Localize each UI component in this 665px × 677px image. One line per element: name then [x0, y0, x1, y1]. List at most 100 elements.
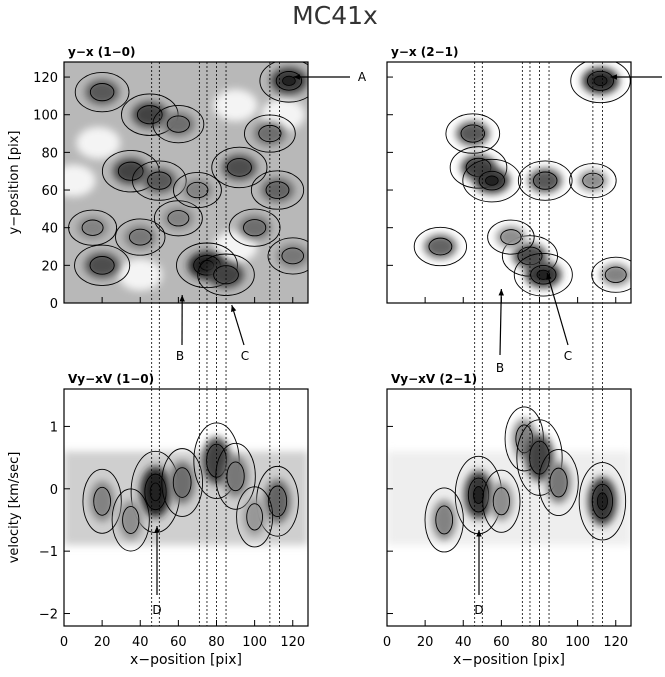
marker-b-label: B	[496, 361, 504, 375]
contour-outer	[131, 160, 187, 201]
x-tick-label: 60	[170, 635, 187, 650]
contour-inner	[435, 505, 454, 535]
y-tick-label: 1	[50, 420, 58, 435]
contour-inner	[267, 485, 288, 517]
x-tick-label: 60	[493, 635, 510, 650]
contour-inner	[89, 83, 115, 102]
contour-outer	[211, 146, 268, 189]
contour-inner	[186, 181, 209, 199]
y-tick-label: 80	[41, 146, 58, 161]
contour-inner	[122, 505, 140, 535]
x-tick-label: 80	[208, 635, 225, 650]
panel-frame	[63, 61, 309, 304]
contour-inner	[258, 124, 282, 143]
contour-peak	[149, 482, 162, 502]
contour-inner	[89, 256, 115, 275]
contour-inner	[93, 486, 111, 516]
contour-inner	[460, 124, 485, 143]
y-axis-label: velocity [km/sec]	[7, 452, 22, 564]
contour-inner	[604, 266, 627, 283]
heat-field	[413, 62, 631, 297]
marker-b-arrowhead	[179, 295, 185, 302]
contour-peak	[593, 75, 608, 87]
marker-c-arrowhead	[546, 273, 552, 280]
contour-inner	[500, 229, 522, 246]
y-tick-label: −2	[39, 608, 58, 623]
marker-c-arrow	[231, 304, 245, 346]
panel-label: y−x (1−0)	[68, 45, 136, 59]
contour-inner	[530, 264, 557, 285]
contour-outer	[482, 469, 521, 533]
y-tick-label: 0	[50, 483, 58, 498]
contour-inner	[587, 70, 614, 91]
contour-outer	[445, 113, 501, 154]
contour-outer	[115, 218, 166, 256]
low-emission-patch	[213, 89, 258, 122]
panel-label: Vy−xV (2−1)	[391, 372, 477, 386]
contour-inner	[246, 503, 263, 531]
contour-outer	[538, 449, 579, 516]
marker-a-label: A	[358, 70, 367, 84]
x-tick-label: 40	[455, 635, 472, 650]
marker-b-arrow	[499, 288, 502, 356]
contour-inner	[265, 181, 290, 199]
contour-inner	[172, 467, 192, 498]
y-tick-label: 20	[41, 259, 58, 274]
x-tick-label: 100	[242, 635, 267, 650]
y-tick-label: 60	[41, 184, 58, 199]
contour-inner	[533, 171, 558, 190]
contour-inner	[81, 219, 104, 236]
contour-inner	[428, 237, 453, 256]
figure-title: MC41x	[292, 1, 378, 30]
contour-inner	[226, 158, 252, 177]
marker-d-arrowhead	[476, 530, 482, 537]
contour-outer	[267, 237, 308, 275]
panel-2: y−x (2−1) B C	[386, 45, 662, 389]
marker-c-arrow	[546, 272, 569, 346]
x-axis-label: x−position [pix]	[130, 652, 242, 668]
contour-outer	[82, 468, 122, 534]
contour-outer	[517, 160, 573, 201]
marker-d-label: D	[152, 603, 161, 617]
marker-a-arrowhead	[293, 74, 300, 80]
contour-outer	[487, 219, 535, 255]
contour-outer	[250, 170, 305, 210]
contour-inner	[467, 477, 490, 513]
marker-c-arrowhead	[231, 305, 237, 312]
x-tick-label: 20	[94, 635, 111, 650]
contour-inner	[167, 210, 190, 227]
contour-outer	[413, 226, 467, 267]
x-tick-label: 100	[565, 635, 590, 650]
contour-outer	[111, 488, 150, 552]
contour-peak	[282, 75, 296, 86]
x-tick-label: 40	[132, 635, 149, 650]
contour-outer	[74, 244, 131, 287]
panel-1: y−x (1−0) 0 20 40 60 80 100 120 y−position [pix]…	[7, 45, 367, 389]
contour-peak	[485, 175, 499, 186]
contour-inner	[144, 473, 167, 511]
y-tick-label: −1	[39, 545, 58, 560]
contour-outer	[259, 62, 308, 103]
x-tick-label: 120	[280, 635, 305, 650]
contour-inner	[136, 105, 163, 125]
contour-inner	[226, 461, 245, 492]
x-axis-label: x−position [pix]	[453, 652, 565, 668]
contour-inner	[549, 467, 568, 498]
marker-a-arrowhead	[610, 74, 617, 80]
x-tick-label: 120	[603, 635, 628, 650]
contour-outer	[236, 486, 274, 548]
heat-field	[64, 422, 308, 552]
low-emission-patch	[213, 230, 258, 263]
contour-inner	[582, 172, 604, 189]
marker-c-label: C	[241, 349, 249, 363]
contour-peak	[536, 269, 551, 280]
contour-outer	[172, 171, 222, 209]
marker-b-label: B	[176, 349, 184, 363]
panel-label: Vy−xV (1−0)	[68, 372, 154, 386]
contour-inner	[117, 161, 144, 181]
contour-outer	[462, 158, 522, 203]
x-tick-label: 20	[417, 635, 434, 650]
contour-outer	[215, 442, 256, 510]
